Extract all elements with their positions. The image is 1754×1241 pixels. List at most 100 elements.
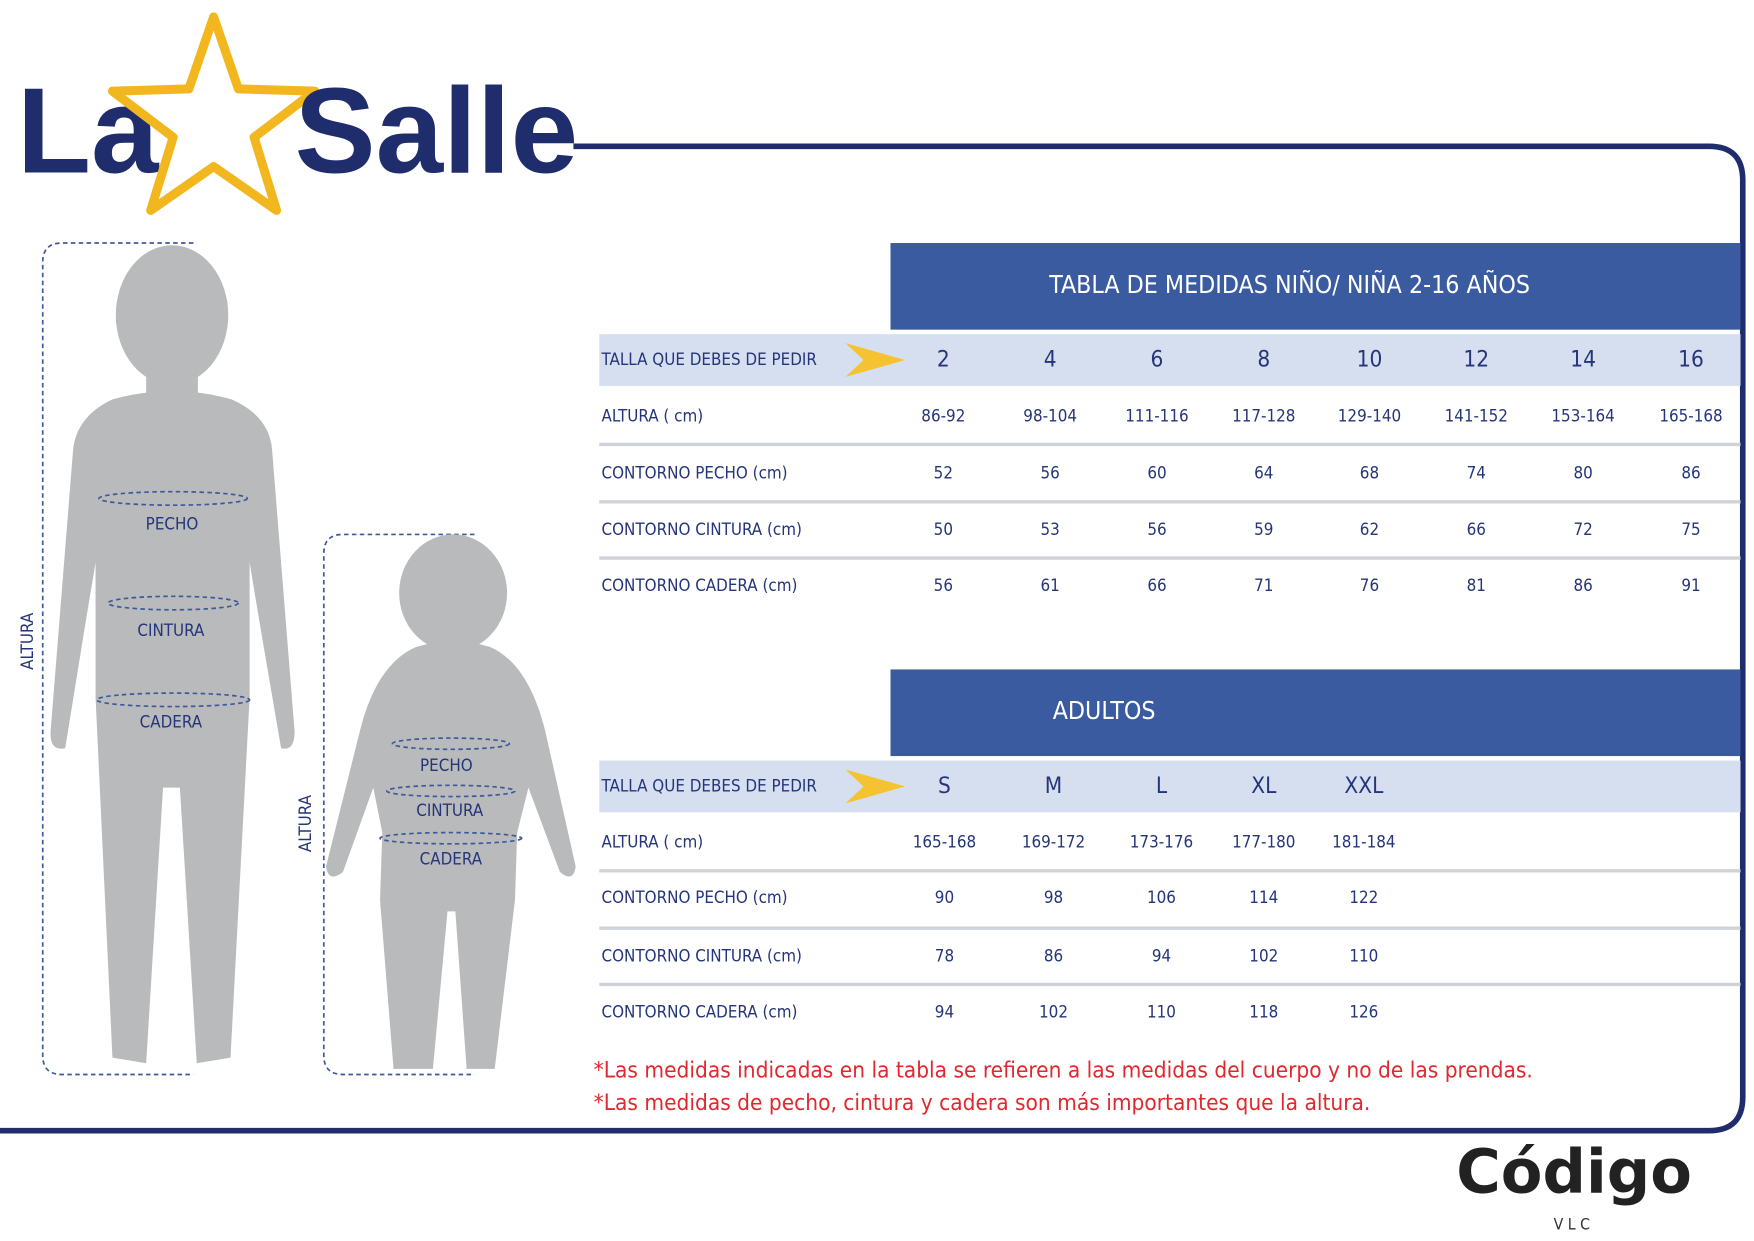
cell: 98-104 bbox=[1023, 405, 1077, 425]
cell: 106 bbox=[1147, 887, 1176, 907]
cell: 75 bbox=[1681, 519, 1700, 539]
cell: 74 bbox=[1467, 463, 1486, 483]
height-bracket bbox=[322, 533, 475, 1076]
cell: 114 bbox=[1249, 887, 1278, 907]
footer-sub: VLC bbox=[1554, 1215, 1595, 1234]
silhouette bbox=[50, 390, 295, 1064]
measure-line bbox=[95, 692, 251, 708]
size-label: L bbox=[1156, 773, 1168, 799]
size-label: 4 bbox=[1044, 347, 1057, 373]
silhouette bbox=[115, 245, 229, 385]
figure-label: PECHO bbox=[146, 513, 199, 533]
cell: 60 bbox=[1147, 463, 1166, 483]
row-label: CONTORNO PECHO (cm) bbox=[602, 463, 788, 483]
figure-label: CADERA bbox=[140, 711, 203, 731]
cell: 56 bbox=[1147, 519, 1166, 539]
size-label: 14 bbox=[1570, 347, 1596, 373]
cell: 66 bbox=[1147, 575, 1166, 595]
figure-label: CINTURA bbox=[137, 620, 205, 640]
size-label: 8 bbox=[1257, 347, 1270, 373]
figure-label: CINTURA bbox=[416, 800, 484, 820]
figure-label: ALTURA bbox=[295, 794, 315, 852]
cell: 117-128 bbox=[1232, 405, 1295, 425]
cell: 181-184 bbox=[1332, 832, 1395, 852]
row-label: ALTURA ( cm) bbox=[602, 832, 704, 852]
cell: 80 bbox=[1573, 463, 1592, 483]
frame bbox=[0, 143, 1746, 1134]
figure-label: ALTURA bbox=[17, 612, 37, 670]
row-label: ALTURA ( cm) bbox=[602, 405, 704, 425]
size-label: XL bbox=[1251, 773, 1277, 799]
table-title: TABLA DE MEDIDAS NIÑO/ NIÑA 2-16 AÑOS bbox=[1048, 269, 1530, 299]
header-row bbox=[599, 334, 1741, 386]
cell: 118 bbox=[1249, 1002, 1278, 1022]
cell: 86 bbox=[1681, 463, 1700, 483]
table-title: ADULTOS bbox=[1053, 696, 1156, 725]
figure-label: PECHO bbox=[420, 755, 473, 775]
silhouette bbox=[326, 641, 576, 1069]
cell: 173-176 bbox=[1130, 832, 1193, 852]
cell: 165-168 bbox=[913, 832, 976, 852]
header-row bbox=[599, 760, 1741, 813]
size-label: S bbox=[938, 773, 951, 799]
row-label: CONTORNO CINTURA (cm) bbox=[602, 945, 802, 965]
figure-label: CADERA bbox=[420, 849, 483, 869]
measure-line bbox=[391, 737, 511, 751]
cell: 78 bbox=[935, 945, 954, 965]
size-label: 2 bbox=[937, 347, 950, 373]
cell: 86-92 bbox=[921, 405, 965, 425]
measure-line bbox=[107, 595, 240, 611]
measure-line bbox=[98, 490, 249, 507]
cell: 61 bbox=[1041, 575, 1060, 595]
cell: 71 bbox=[1254, 575, 1273, 595]
header-label: TALLA QUE DEBES DE PEDIR bbox=[601, 349, 818, 369]
cell: 111-116 bbox=[1125, 405, 1188, 425]
cell: 110 bbox=[1349, 945, 1378, 965]
size-label: 12 bbox=[1463, 347, 1489, 373]
cell: 76 bbox=[1360, 575, 1379, 595]
cell: 81 bbox=[1467, 575, 1486, 595]
cell: 52 bbox=[934, 463, 953, 483]
cell: 90 bbox=[935, 887, 954, 907]
cell: 86 bbox=[1573, 575, 1592, 595]
cell: 122 bbox=[1349, 887, 1378, 907]
measure-line bbox=[379, 831, 523, 845]
size-label: 10 bbox=[1357, 347, 1383, 373]
header-label: TALLA QUE DEBES DE PEDIR bbox=[601, 775, 818, 795]
height-bracket bbox=[41, 242, 194, 1076]
footer-brand: Código bbox=[1456, 1137, 1692, 1207]
cell: 86 bbox=[1044, 945, 1063, 965]
arrow bbox=[845, 769, 906, 804]
size-label: 16 bbox=[1678, 347, 1704, 373]
note: *Las medidas de pecho, cintura y cadera … bbox=[594, 1090, 1371, 1116]
cell: 141-152 bbox=[1445, 405, 1508, 425]
cell: 177-180 bbox=[1232, 832, 1295, 852]
cell: 102 bbox=[1039, 1002, 1068, 1022]
cell: 165-168 bbox=[1659, 405, 1722, 425]
tables: TABLA DE MEDIDAS NIÑO/ NIÑA 2-16 AÑOS TAL… bbox=[599, 243, 1741, 1022]
size-label: 6 bbox=[1151, 347, 1164, 373]
cell: 53 bbox=[1041, 519, 1060, 539]
size-label: M bbox=[1045, 773, 1062, 799]
row-label: CONTORNO CINTURA (cm) bbox=[602, 519, 802, 539]
logo-right: Salle bbox=[295, 63, 579, 199]
row-label: CONTORNO CADERA (cm) bbox=[602, 575, 798, 595]
table-title-bar bbox=[890, 243, 1741, 330]
cell: 102 bbox=[1249, 945, 1278, 965]
cell: 50 bbox=[934, 519, 953, 539]
cell: 68 bbox=[1360, 463, 1379, 483]
cell: 62 bbox=[1360, 519, 1379, 539]
cell: 153-164 bbox=[1551, 405, 1614, 425]
cell: 126 bbox=[1349, 1002, 1378, 1022]
measure-line bbox=[385, 784, 516, 798]
arrow bbox=[845, 343, 906, 377]
cell: 110 bbox=[1147, 1002, 1176, 1022]
logo-star bbox=[107, 12, 320, 215]
cell: 94 bbox=[1152, 945, 1171, 965]
size-label: XXL bbox=[1344, 773, 1384, 799]
cell: 72 bbox=[1573, 519, 1592, 539]
cell: 98 bbox=[1044, 887, 1063, 907]
cell: 66 bbox=[1467, 519, 1486, 539]
row-label: CONTORNO CADERA (cm) bbox=[602, 1002, 798, 1022]
cell: 56 bbox=[1041, 463, 1060, 483]
